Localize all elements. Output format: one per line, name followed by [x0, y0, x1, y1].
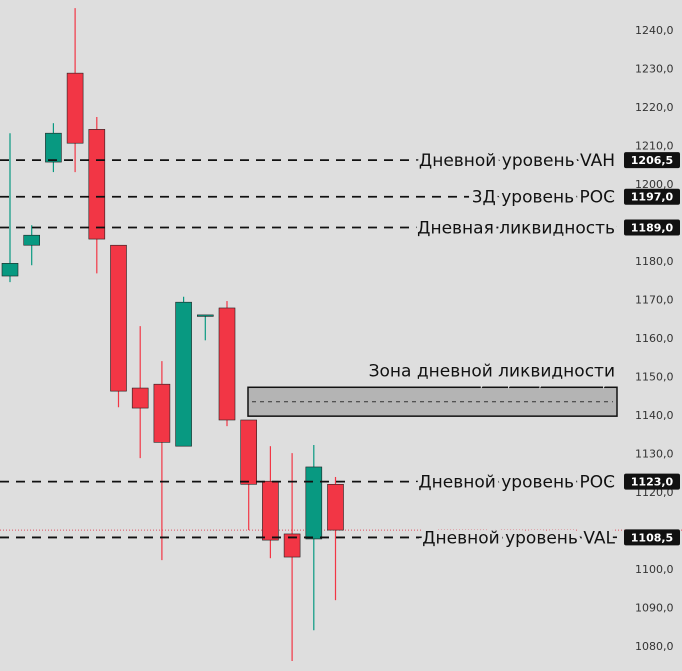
y-tick-label: 1170,0 [635, 294, 674, 307]
price-badge [624, 529, 680, 546]
y-tick-label: 1160,0 [635, 332, 674, 345]
level-label: 3Д уровень POC [472, 188, 615, 208]
candle-body [197, 314, 214, 317]
price-badge [624, 152, 680, 169]
candle-body [283, 533, 301, 558]
y-tick-label: 1140,0 [635, 409, 674, 422]
candle-body [305, 466, 323, 540]
level-label: Дневной уровень VAL [422, 528, 615, 548]
price-badge-label: 1206,5 [631, 154, 673, 167]
candle-body [218, 307, 236, 421]
y-tick-label: 1200,0 [635, 178, 674, 191]
candle-body [262, 480, 279, 541]
candle-body [66, 72, 84, 144]
candle-body [240, 419, 257, 485]
y-tick-label: 1220,0 [635, 101, 674, 114]
y-tick-label: 1210,0 [635, 140, 674, 153]
candle-body [153, 383, 171, 443]
candle-body [88, 129, 106, 240]
price-badge-label: 1108,5 [631, 531, 673, 544]
y-tick-label: 1180,0 [635, 255, 674, 268]
y-tick-label: 1240,0 [635, 24, 674, 37]
level-label: Дневная ликвидность [417, 219, 615, 239]
y-tick-label: 1150,0 [635, 371, 674, 384]
price-badge-label: 1197,0 [631, 191, 674, 204]
price-badge [624, 219, 680, 236]
zone-label: Зона дневной ликвидности [369, 361, 615, 381]
candle-body [131, 387, 149, 409]
candle-body [45, 132, 62, 163]
y-tick-label: 1230,0 [635, 63, 674, 76]
level-label: Дневной уровень POC [418, 473, 615, 493]
level-label: Дневной уровень VAH [419, 151, 615, 171]
price-badge [624, 188, 680, 205]
candle-body [23, 234, 41, 246]
price-badge-label: 1123,0 [631, 476, 674, 489]
y-tick-label: 1090,0 [635, 602, 674, 615]
candle-body [1, 263, 19, 277]
y-tick-label: 1100,0 [635, 563, 674, 576]
candle-body [110, 244, 127, 392]
y-tick-label: 1080,0 [635, 640, 674, 653]
y-tick-label: 1130,0 [635, 448, 674, 461]
candle-body [327, 483, 344, 531]
price-badge [624, 473, 680, 490]
candle-body [175, 301, 192, 447]
price-badge-label: 1189,0 [631, 222, 674, 235]
